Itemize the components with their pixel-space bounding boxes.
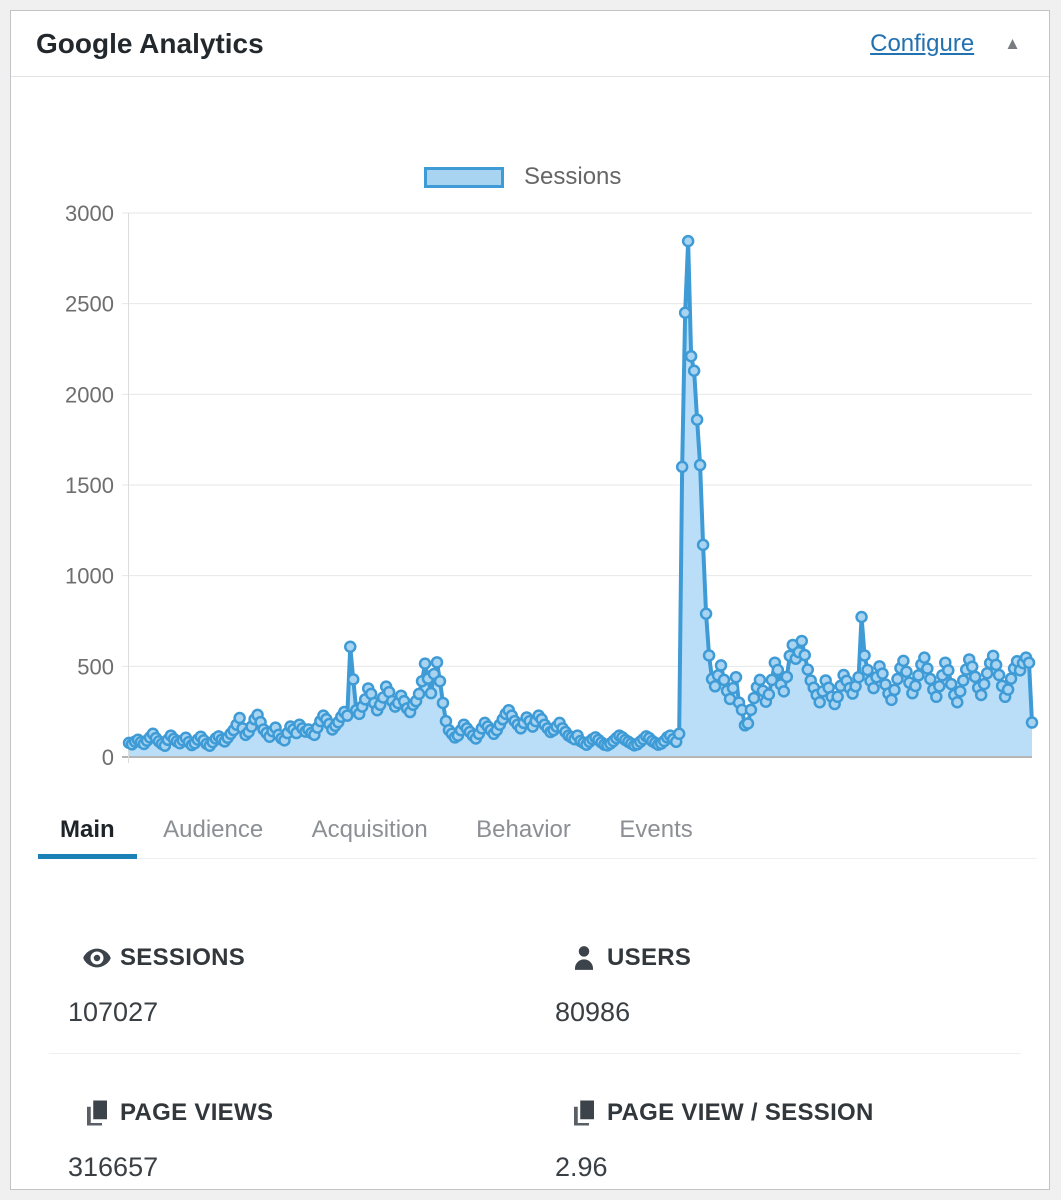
tab-events[interactable]: Events — [619, 816, 693, 843]
widget-title: Google Analytics — [36, 27, 264, 59]
stat-value: 2.96 — [555, 1152, 608, 1182]
legend-swatch — [424, 166, 504, 188]
configure-link[interactable]: Configure — [870, 29, 975, 57]
widget-header: Google Analytics Configure ▲ — [11, 11, 1049, 77]
y-axis-tick: 2000 — [65, 382, 114, 407]
stat-sessions: SESSIONS 107027 — [68, 943, 555, 1028]
user-icon — [575, 946, 593, 970]
stats-row-1: SESSIONS 107027 USERS 80986 — [11, 899, 1049, 1053]
stat-label: PAGE VIEWS — [120, 1099, 274, 1126]
y-axis-tick: 0 — [102, 745, 114, 770]
stats-divider — [49, 1053, 1021, 1054]
tab-acquisition[interactable]: Acquisition — [311, 816, 428, 843]
sessions-chart[interactable]: 0 500 1000 1500 2000 2500 3000 — [11, 77, 1049, 790]
stat-value: 80986 — [555, 997, 631, 1027]
tab-audience[interactable]: Audience — [163, 816, 264, 843]
tab-main[interactable]: Main — [38, 816, 137, 859]
collapse-arrow-icon[interactable]: ▲ — [1004, 33, 1021, 53]
stat-label: PAGE VIEW / SESSION — [607, 1099, 874, 1126]
chart-legend: Sessions — [424, 163, 621, 191]
sessions-chart-section: 0 500 1000 1500 2000 2500 3000 Sessions — [11, 77, 1049, 790]
stat-page-views: PAGE VIEWS 316657 — [68, 1098, 555, 1183]
stat-value: 316657 — [68, 1152, 159, 1182]
stat-users: USERS 80986 — [555, 943, 1049, 1028]
eye-icon — [83, 948, 111, 968]
y-axis-tick: 500 — [77, 654, 114, 679]
y-axis-tick: 1000 — [65, 564, 114, 589]
stat-value: 107027 — [68, 997, 159, 1027]
tab-behavior[interactable]: Behavior — [476, 816, 571, 843]
header-actions: Configure ▲ — [870, 30, 1021, 58]
stats-panel: SESSIONS 107027 USERS 80986 — [11, 859, 1049, 1189]
pages-icon — [87, 1100, 107, 1126]
google-analytics-widget: Google Analytics Configure ▲ 0 500 1000 150… — [10, 10, 1050, 1190]
pages-icon — [574, 1100, 594, 1126]
stat-page-view-session: PAGE VIEW / SESSION 2.96 — [555, 1098, 1049, 1183]
y-axis-tick: 3000 — [65, 201, 114, 226]
y-axis-tick: 1500 — [65, 473, 114, 498]
report-tabs: Main Audience Acquisition Behavior Event… — [38, 790, 1037, 859]
stats-row-2: PAGE VIEWS 316657 PAGE VIEW / SESSION 2.… — [11, 1054, 1049, 1189]
legend-label: Sessions — [524, 163, 622, 190]
stat-label: SESSIONS — [120, 944, 246, 971]
stat-label: USERS — [607, 944, 692, 971]
y-axis-tick: 2500 — [65, 292, 114, 317]
